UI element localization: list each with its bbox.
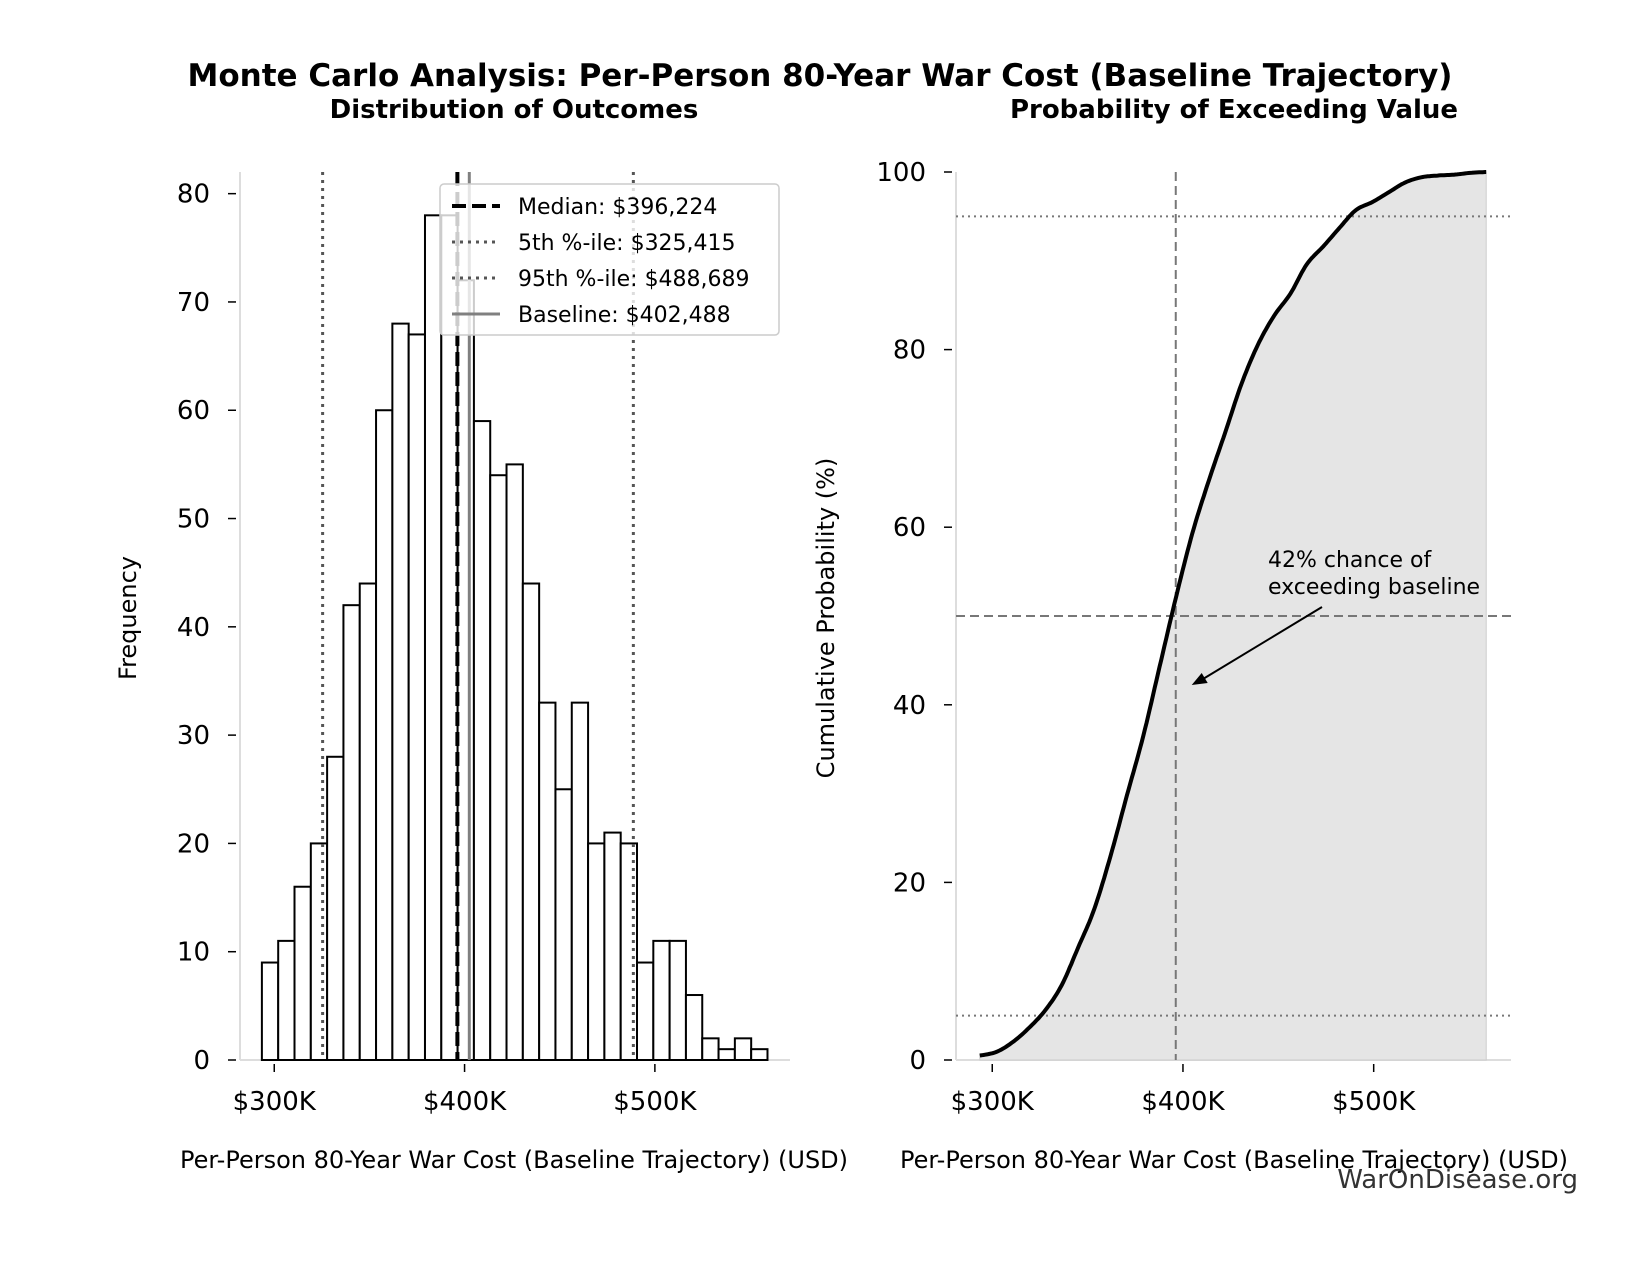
y-tick-label: 70	[177, 288, 210, 318]
legend-label: Median: $396,224	[518, 195, 717, 220]
histogram-bar	[472, 420, 492, 1061]
histogram-bar	[684, 994, 704, 1062]
y-tick-label: 20	[177, 829, 210, 859]
cdf-curve	[979, 170, 1487, 1058]
histogram-bar	[423, 214, 443, 1061]
histogram-bar	[260, 961, 280, 1061]
histogram-bar	[570, 701, 590, 1061]
x-tick-label: $300K	[951, 1087, 1035, 1117]
legend-label: Baseline: $402,488	[518, 303, 731, 328]
y-tick-label: 80	[893, 336, 926, 366]
histogram-bar	[619, 842, 639, 1061]
right-title: Probability of Exceeding Value	[1010, 95, 1458, 125]
histogram-bar	[505, 463, 524, 1061]
histogram-bar	[440, 214, 459, 1061]
histogram-bar	[358, 582, 378, 1061]
histogram-bar	[391, 322, 410, 1061]
legend-label: 5th %-ile: $325,415	[518, 231, 736, 256]
histogram-bar	[456, 279, 475, 1062]
histogram-bar	[309, 842, 329, 1061]
y-tick-label: 20	[893, 868, 926, 898]
histogram-bar	[277, 939, 296, 1061]
y-tick-label: 100	[876, 158, 926, 188]
arrowhead-icon	[1191, 673, 1208, 686]
y-tick-label: 30	[177, 721, 210, 751]
y-tick-label: 10	[177, 938, 210, 968]
y-tick-label: 50	[177, 505, 210, 535]
histogram-panel: 0 10 20 30 40 50 60 70 80 $300K $400K $500K Median: …	[177, 172, 790, 1117]
histogram-bar	[668, 939, 687, 1061]
y-tick-label: 80	[177, 180, 210, 210]
right-ylabel: Cumulative Probability (%)	[812, 458, 840, 779]
histogram-bar	[521, 582, 541, 1061]
histogram-bar	[701, 1037, 720, 1061]
histogram-bar	[407, 333, 426, 1061]
histogram-bar	[603, 831, 622, 1062]
histogram-bar	[326, 755, 345, 1062]
left-xlabel: Per-Person 80-Year War Cost (Baseline Tr…	[180, 1146, 848, 1174]
annotation-text: 42% chance of	[1268, 548, 1432, 573]
cdf-panel: 0 20 40 60 80 100 $300K $400K $500K 42% chance of…	[876, 158, 1511, 1117]
histogram-bar	[652, 939, 671, 1061]
histogram-bar	[538, 701, 557, 1061]
annotation-text: exceeding baseline	[1268, 575, 1480, 600]
left-title: Distribution of Outcomes	[330, 95, 699, 125]
x-tick-label: $500K	[613, 1087, 697, 1117]
histogram-bar	[375, 409, 394, 1061]
y-tick-label: 60	[177, 396, 210, 426]
left-ylabel: Frequency	[114, 556, 142, 680]
y-tick-label: 0	[909, 1046, 926, 1076]
histogram-bar	[587, 842, 606, 1061]
histogram-bar	[717, 1048, 736, 1062]
y-tick-label: 0	[193, 1046, 210, 1076]
histogram-bar	[636, 961, 655, 1061]
legend: Median: $396,224 5th %-ile: $325,415 95th …	[439, 183, 780, 336]
y-tick-label: 60	[893, 513, 926, 543]
y-tick-label: 40	[893, 691, 926, 721]
histogram-bar	[489, 474, 508, 1062]
legend-box	[439, 183, 780, 336]
legend-label: 95th %-ile: $488,689	[518, 267, 750, 292]
x-tick-label: $500K	[1332, 1087, 1416, 1117]
histogram-bar	[293, 885, 312, 1061]
histogram-bar	[342, 604, 361, 1061]
right-xlabel: Per-Person 80-Year War Cost (Baseline Tr…	[900, 1146, 1568, 1174]
histogram-bar	[554, 788, 573, 1062]
watermark: WarOnDisease.org	[1337, 1165, 1578, 1195]
x-tick-label: $400K	[1141, 1087, 1225, 1117]
histogram-bar	[750, 1048, 769, 1062]
annotation-arrow	[1199, 606, 1323, 682]
histogram-bar	[733, 1037, 753, 1061]
y-tick-label: 40	[177, 613, 210, 643]
x-tick-label: $300K	[233, 1087, 317, 1117]
x-tick-label: $400K	[423, 1087, 507, 1117]
main-title: Monte Carlo Analysis: Per-Person 80-Year…	[188, 58, 1453, 94]
